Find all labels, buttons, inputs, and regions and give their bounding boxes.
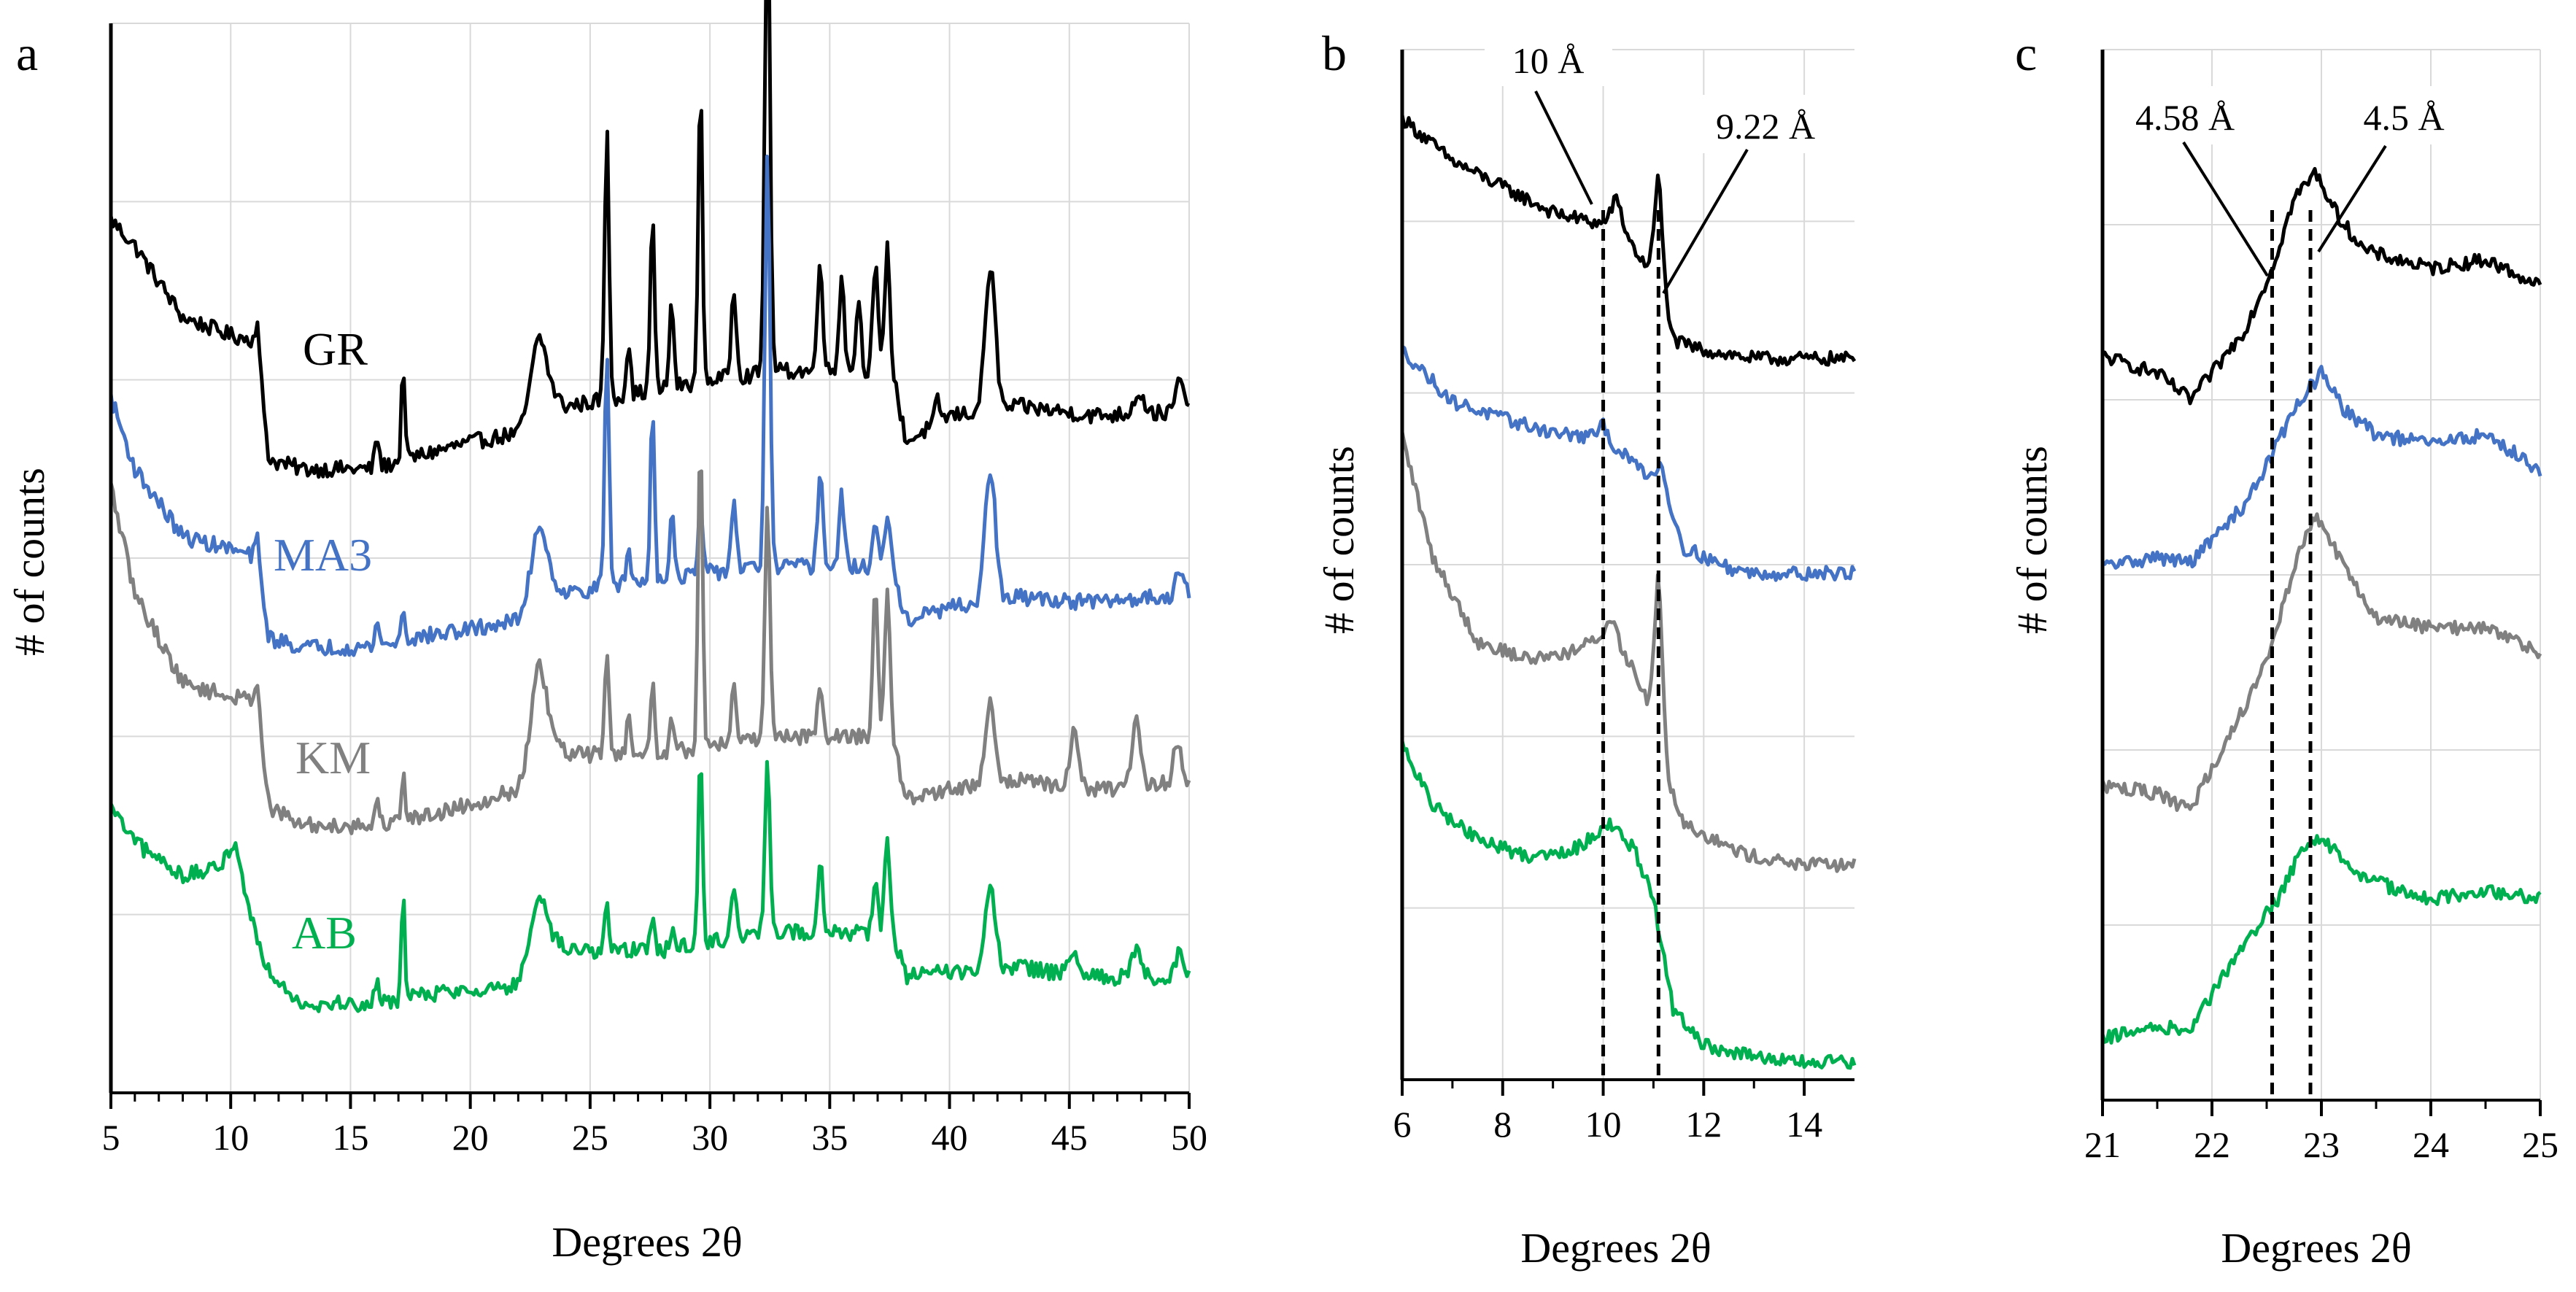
panel-b-series-ab xyxy=(1400,740,1857,1070)
panel-a: a 5 10 15 20 25 30 35 40 45 50 Degrees 2θ # of co… xyxy=(6,0,1207,1266)
panel-a-label-gr: GR xyxy=(303,323,368,375)
panel-b-ylabel: # of counts xyxy=(1315,446,1363,634)
panel-a-tick-label-0: 5 xyxy=(102,1117,120,1158)
panel-c-series-gr xyxy=(2102,166,2542,406)
panel-b-letter: b xyxy=(1322,26,1347,81)
panel-c-label-box-45a xyxy=(2345,86,2462,144)
panel-c-tick-label-2: 23 xyxy=(2303,1124,2340,1165)
panel-b-annotation-922a: 9.22 Å xyxy=(1716,106,1815,147)
panel-b-axes xyxy=(1400,50,1854,1081)
panel-c-series-km xyxy=(2100,512,2542,812)
panel-a-tick-label-9: 50 xyxy=(1171,1117,1207,1158)
panel-a-ylabel: # of counts xyxy=(6,468,53,656)
panel-c-series xyxy=(2100,166,2542,1045)
panel-c-grid xyxy=(2103,49,2541,1100)
panel-c-ticks: 21 22 23 24 25 xyxy=(2084,1100,2558,1165)
panel-c-dashed-lines xyxy=(2270,210,2313,1100)
panel-c-label-box-458a xyxy=(2112,86,2258,144)
panel-a-series-ab xyxy=(109,759,1191,1013)
panel-c-tick-label-0: 21 xyxy=(2084,1124,2121,1165)
panel-a-tick-label-3: 20 xyxy=(452,1117,489,1158)
panel-a-series-ma3 xyxy=(109,154,1191,657)
panel-b-label-box-922a xyxy=(1696,95,1838,153)
panel-a-tick-label-8: 45 xyxy=(1051,1117,1088,1158)
panel-b-tick-label-4: 14 xyxy=(1786,1104,1822,1145)
panel-c-annotation-45a: 4.5 Å xyxy=(2363,97,2444,138)
panel-a-tick-label-6: 35 xyxy=(811,1117,848,1158)
panel-c-letter: c xyxy=(2015,26,2037,81)
panel-c-tick-label-1: 22 xyxy=(2194,1124,2230,1165)
panel-a-xlabel: Degrees 2θ xyxy=(552,1218,742,1266)
panel-a-label-km: KM xyxy=(295,732,371,784)
panel-a-tick-label-5: 30 xyxy=(692,1117,728,1158)
panel-a-series xyxy=(109,0,1191,1013)
panel-a-series-km xyxy=(109,469,1191,835)
panel-c: c 21 22 23 24 25 4.58 Å 4.5 Å Degrees 2θ # o… xyxy=(2008,26,2558,1272)
panel-a-tick-label-7: 40 xyxy=(932,1117,968,1158)
panel-a-ticks: 5 10 15 20 25 30 35 40 45 50 xyxy=(102,1093,1207,1158)
panel-b-tick-label-3: 12 xyxy=(1685,1104,1722,1145)
panel-a-series-gr xyxy=(109,0,1191,479)
panel-b-tick-label-0: 6 xyxy=(1393,1104,1412,1145)
panel-c-annotation-458a: 4.58 Å xyxy=(2135,97,2235,138)
panel-b-series-km xyxy=(1400,431,1857,873)
panel-c-ylabel: # of counts xyxy=(2008,446,2056,634)
panel-b-series-ma3 xyxy=(1401,344,1857,582)
panel-b-dashed-lines xyxy=(1601,210,1660,1080)
panel-c-tick-label-3: 24 xyxy=(2413,1124,2449,1165)
panel-b-label-box-10a xyxy=(1485,29,1612,86)
panel-b-annotation-10a: 10 Å xyxy=(1512,40,1585,81)
panel-b-leader-10a xyxy=(1534,90,1593,205)
panel-c-leader-45a xyxy=(2317,144,2387,253)
panel-b: b 6 8 10 12 14 10 Å 9.22 Å Degrees 2θ # of c… xyxy=(1315,26,1857,1272)
panel-a-letter: a xyxy=(16,26,38,81)
panel-a-axes xyxy=(109,23,1189,1094)
panel-a-tick-label-4: 25 xyxy=(572,1117,608,1158)
panel-a-label-ma3: MA3 xyxy=(274,529,372,581)
panel-c-series-ma3 xyxy=(2101,365,2542,570)
panel-b-series xyxy=(1400,114,1857,1070)
panel-b-xlabel: Degrees 2θ xyxy=(1520,1224,1711,1272)
panel-b-leader-922a xyxy=(1662,148,1749,295)
panel-b-ticks: 6 8 10 12 14 xyxy=(1393,1080,1822,1145)
panel-c-xlabel: Degrees 2θ xyxy=(2221,1224,2411,1272)
panel-a-tick-label-2: 15 xyxy=(332,1117,368,1158)
panel-b-series-gr xyxy=(1400,114,1857,367)
panel-c-tick-label-4: 25 xyxy=(2522,1124,2558,1165)
panel-c-leader-458a xyxy=(2182,141,2269,277)
panel-b-tick-label-1: 8 xyxy=(1493,1104,1512,1145)
panel-a-tick-label-1: 10 xyxy=(212,1117,249,1158)
panel-a-label-ab: AB xyxy=(292,907,357,959)
panel-c-series-ab xyxy=(2100,834,2542,1045)
panel-b-tick-label-2: 10 xyxy=(1585,1104,1622,1145)
